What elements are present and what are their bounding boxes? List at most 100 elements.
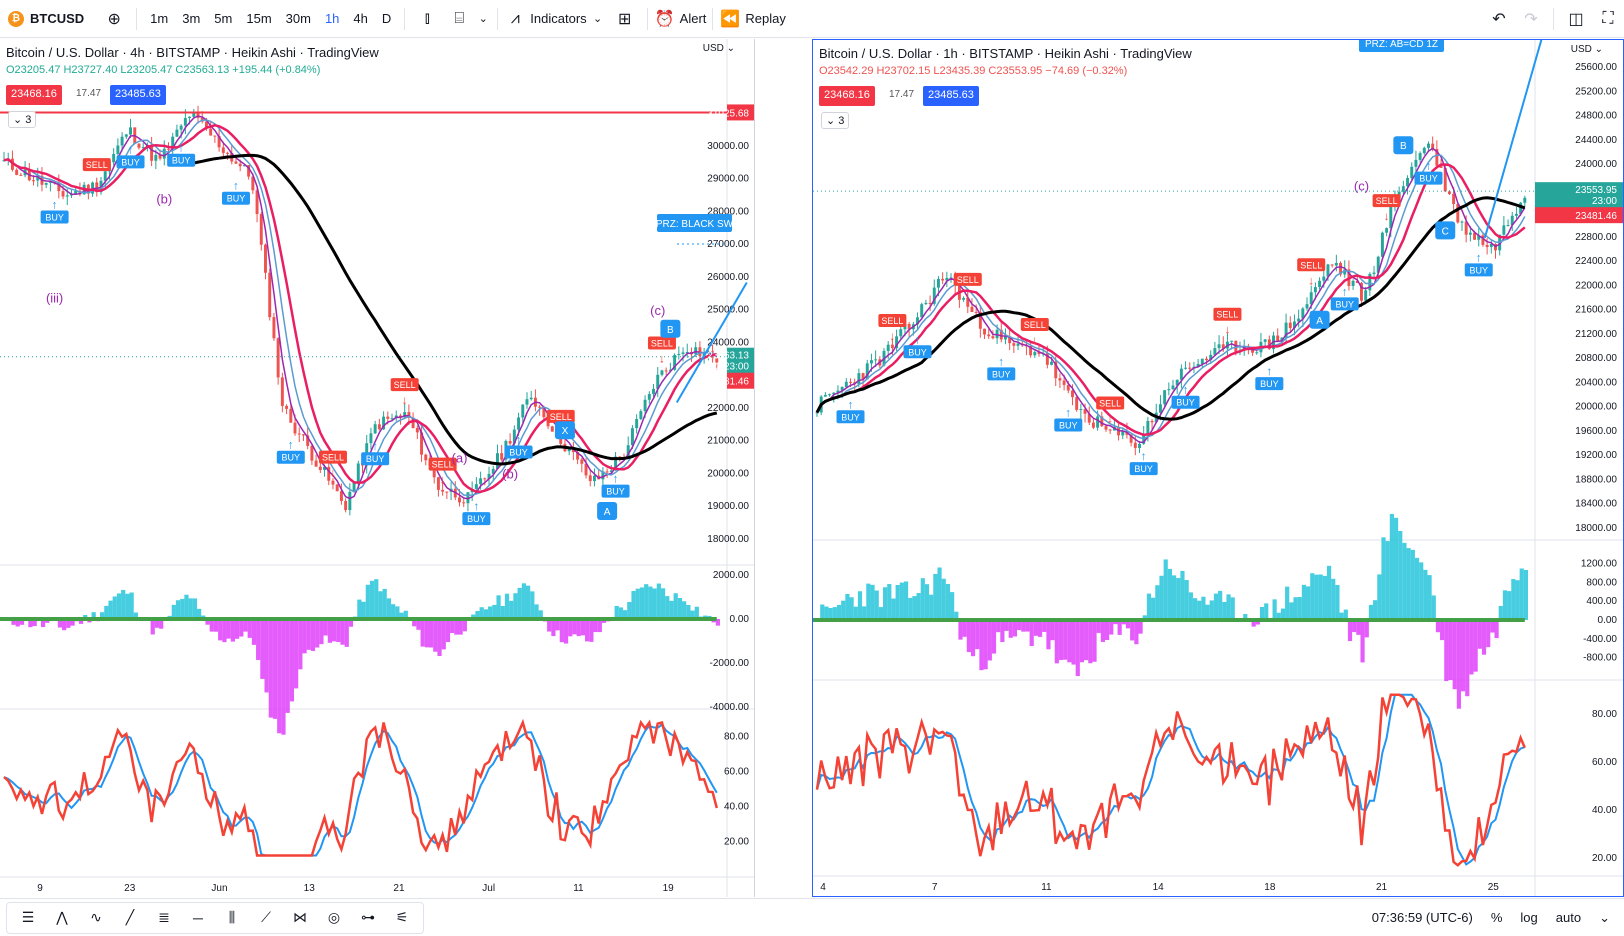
candle-body [823, 394, 827, 397]
timeframe-30m[interactable]: 30m [285, 11, 311, 26]
path-icon[interactable]: ⊶ [361, 909, 375, 925]
candle-body [849, 381, 852, 383]
left-chart-pane[interactable]: 30000.00 29000.00 28000.00 27000.00 26000.00… [0, 39, 755, 897]
bid-price-box[interactable]: 23468.16 [6, 85, 62, 105]
osc-bar [525, 585, 531, 619]
candle-body [415, 428, 419, 433]
timeframe-4h[interactable]: 4h [353, 11, 368, 26]
osc-bar [1050, 620, 1055, 641]
rsi-line [3, 718, 719, 857]
right-chart-canvas[interactable]: 25600.00 25200.00 24800.00 24400.00 24000.00… [813, 40, 1623, 896]
osc-bar [378, 591, 383, 619]
timeframe-5m[interactable]: 5m [214, 11, 233, 26]
price-tick-label: 25000.00 [707, 305, 749, 316]
right-chart-pane[interactable]: 25600.00 25200.00 24800.00 24400.00 24000.00… [812, 39, 1624, 897]
fullscreen-icon[interactable]: ⛶ [1602, 9, 1614, 27]
range-dropdown[interactable]: D [381, 11, 392, 26]
replay-button[interactable]: ⏪ Replay [719, 0, 785, 38]
osc-bar [1335, 584, 1340, 620]
buy-signal-label: BUY [1335, 299, 1354, 309]
layouts-icon[interactable]: ⊞ [617, 10, 632, 28]
ask-price-box[interactable]: 23485.63 [110, 85, 166, 105]
chevron-down-icon[interactable]: ⌄ [478, 13, 488, 25]
osc-bar [19, 619, 25, 625]
candle-body [1054, 361, 1058, 379]
osc-bar [836, 604, 842, 620]
candle-body [1083, 409, 1087, 414]
pattern-abc-icon[interactable]: ⋀ [56, 909, 68, 925]
osc-bar [1104, 620, 1110, 641]
bar-style-icon[interactable]: ⫾ [424, 9, 430, 27]
osc-bar [1310, 573, 1315, 620]
candle-body [310, 445, 314, 461]
osc-bar [1347, 620, 1353, 642]
osc-bar [1486, 620, 1491, 648]
auto-toggle[interactable]: auto [1555, 910, 1582, 925]
add-symbol-icon[interactable]: ⊕ [107, 10, 121, 28]
price-tick-label: 21600.00 [1575, 305, 1617, 316]
candle-body [874, 359, 878, 361]
symbol-selector[interactable]: ₿ BTCUSD [0, 0, 84, 38]
menu-icon[interactable]: ☰ [21, 909, 35, 925]
candle-body [1255, 352, 1259, 354]
candle-body [517, 417, 521, 430]
timeframe-1m[interactable]: 1m [150, 11, 169, 26]
trend-line-icon[interactable]: ╱ [125, 909, 135, 925]
osc-bar [1511, 579, 1516, 620]
cycle-icon[interactable]: ◎ [327, 909, 341, 925]
horizontal-line-icon[interactable]: ─ [193, 909, 203, 926]
candle-body [386, 416, 390, 419]
ask-price-box[interactable]: 23485.63 [923, 86, 979, 106]
chevron-down-icon[interactable]: ⌄ [1599, 909, 1610, 925]
alert-button[interactable]: ⏰ Alert [654, 0, 707, 38]
bid-price-box[interactable]: 23468.16 [819, 86, 875, 106]
candle-body [840, 386, 844, 391]
elliott-wave-icon[interactable]: ∿ [90, 909, 102, 925]
settings-sliders-icon[interactable]: ⚟ [395, 909, 409, 925]
buy-signal [1414, 171, 1443, 185]
ray-icon[interactable]: ⟋ [261, 909, 271, 925]
undo-icon[interactable]: ↶ [1492, 10, 1506, 28]
indicator-collapse-button[interactable]: ⌄ 3 [821, 112, 850, 129]
timeframe-1h[interactable]: 1h [324, 11, 340, 26]
sell-signal-label: SELL [1300, 260, 1322, 270]
candle-body [183, 118, 187, 126]
osc-bar [1008, 620, 1013, 638]
osc-bar [492, 604, 497, 619]
percent-toggle[interactable]: % [1490, 910, 1503, 925]
timeframe-3m[interactable]: 3m [182, 11, 201, 26]
candle-body [1016, 343, 1020, 346]
candle-body [179, 125, 183, 130]
candle-body [377, 424, 381, 430]
candle-body [1125, 431, 1129, 435]
osc-bar [1515, 580, 1520, 620]
osc-bar [832, 607, 837, 620]
candles-icon[interactable]: ⌸ [454, 9, 465, 27]
wave-label: (iii) [46, 290, 63, 305]
price-tick-label: 20000.00 [1575, 402, 1617, 413]
osc-bar [820, 604, 825, 620]
left-chart-canvas[interactable]: 30000.00 29000.00 28000.00 27000.00 26000.00… [0, 39, 755, 897]
candle-body [1372, 272, 1376, 274]
fib-icon[interactable]: ≣ [158, 909, 170, 925]
osc-bar [340, 619, 345, 645]
indicator-collapse-button[interactable]: ⌄ 3 [8, 111, 37, 128]
log-toggle[interactable]: log [1520, 910, 1538, 925]
candle-body [1158, 404, 1162, 413]
arrow-up-icon: ↑ [516, 432, 522, 446]
timeframe-15m[interactable]: 15m [246, 11, 272, 26]
xabcd-pattern-icon[interactable]: ⋈ [293, 909, 307, 925]
layout-split-icon[interactable]: ◫ [1568, 10, 1584, 28]
osc-bar [1435, 620, 1441, 633]
candle-body [1481, 235, 1485, 245]
wave-label: (c) [1354, 179, 1369, 194]
indicators-button[interactable]: ⩘ Indicators ⌄ [504, 0, 608, 38]
candle-body [44, 182, 48, 185]
candle-body [335, 484, 339, 492]
osc-bar [1033, 620, 1038, 636]
measure-icon[interactable]: ⫼ [228, 909, 236, 925]
osc-bar [159, 619, 164, 629]
redo-icon[interactable]: ↷ [1524, 10, 1538, 28]
osc-bar [1058, 620, 1064, 661]
candle-body [112, 153, 116, 163]
